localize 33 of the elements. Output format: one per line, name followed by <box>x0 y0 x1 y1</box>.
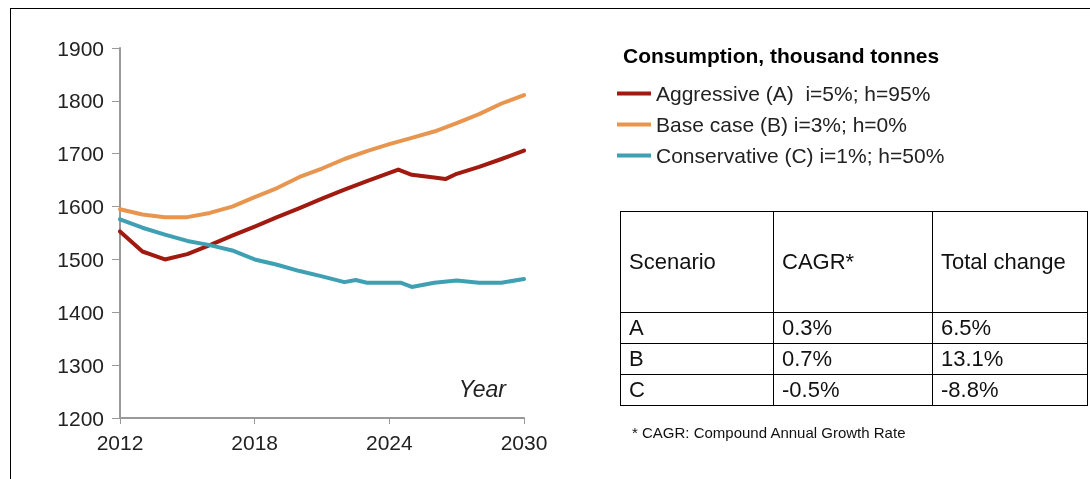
y-tick-label: 1200 <box>57 406 104 430</box>
y-tick-label: 1400 <box>57 300 104 324</box>
category-label: CAGR* <box>773 211 933 313</box>
line-series <box>118 217 526 289</box>
x-tick-label: 2030 <box>500 431 548 454</box>
legend-label: Aggressive (A) i=5%; h=95% <box>656 82 931 105</box>
x-axis-title: Year <box>458 375 508 402</box>
category-label: Scenario <box>620 211 774 313</box>
line-series <box>118 93 526 220</box>
text: A <box>629 315 644 340</box>
text: 0.3% <box>782 315 833 340</box>
legend-label: Base case (B) i=3%; h=0% <box>656 113 907 136</box>
text: -8.8% <box>941 377 999 402</box>
category-label: Total change <box>932 211 1088 313</box>
text: 13.1% <box>941 346 1004 371</box>
line-series <box>118 148 526 262</box>
x-tick-label: 2018 <box>231 431 279 454</box>
x-tick-label: 2012 <box>96 431 144 454</box>
legend-title: Consumption, thousand tonnes <box>623 44 940 67</box>
y-tick-label: 1300 <box>57 353 104 377</box>
y-tick-label: 1900 <box>57 36 104 60</box>
text: 6.5% <box>941 315 992 340</box>
legend-label: Conservative (C) i=1%; h=50% <box>656 144 945 167</box>
text: B <box>629 346 644 371</box>
y-tick-label: 1600 <box>57 195 104 219</box>
y-tick-label: 1700 <box>57 142 104 166</box>
x-tick-label: 2024 <box>365 431 414 454</box>
text: C <box>629 377 645 402</box>
text: -0.5% <box>782 377 840 402</box>
text: 0.7% <box>782 346 833 371</box>
y-tick-label: 1500 <box>57 247 104 271</box>
y-tick-label: 1800 <box>57 89 104 113</box>
text: * CAGR: Compound Annual Growth Rate <box>632 424 907 441</box>
